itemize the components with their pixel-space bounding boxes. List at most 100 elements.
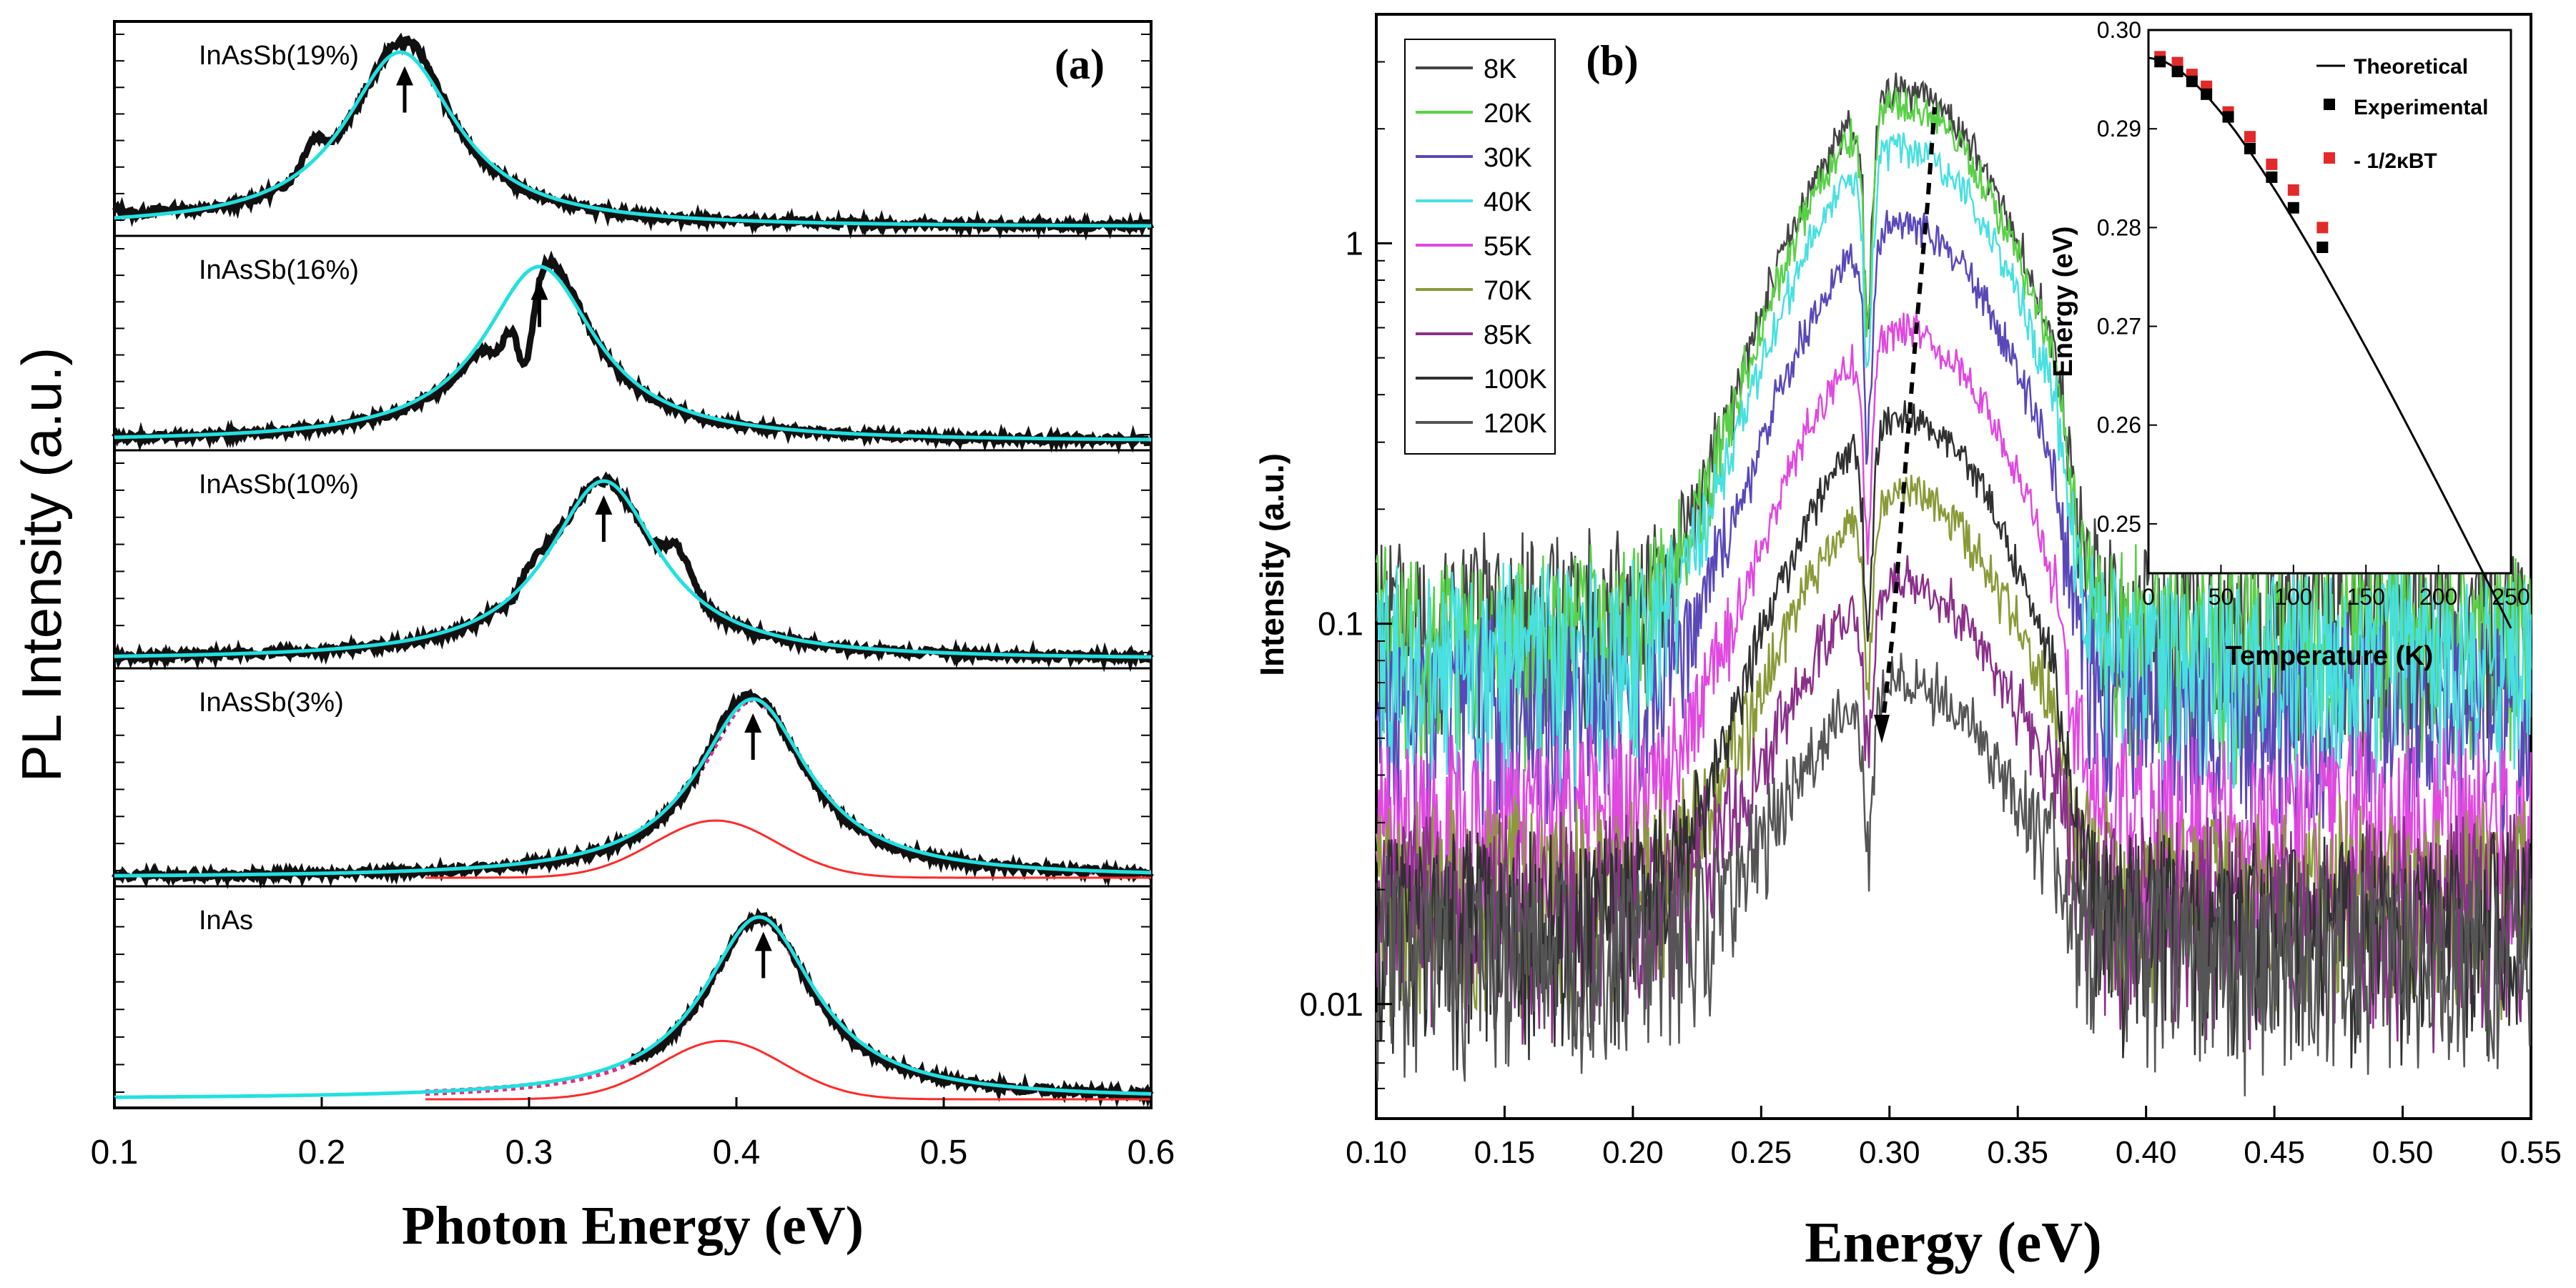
x-tick-label: 0.50: [2372, 1135, 2434, 1170]
peak-arrowhead: [396, 66, 413, 86]
inset-legend-label: - 1/2κBT: [2354, 149, 2437, 173]
peak-arrowhead: [595, 495, 613, 515]
experimental-point: [2201, 88, 2213, 100]
data-curve: [112, 250, 1153, 455]
experimental-point: [2171, 66, 2183, 78]
panel-b-label: (b): [1586, 37, 1638, 84]
legend-label-85K: 85K: [1484, 320, 1532, 350]
legend-label-100K: 100K: [1484, 365, 1547, 395]
experimental-point: [2222, 111, 2234, 123]
inset-y-tick-label: 0.30: [2097, 17, 2141, 43]
inset-legend-label: Theoretical: [2354, 55, 2468, 79]
inset-legend-label: Experimental: [2354, 96, 2488, 119]
experimental-point: [2154, 56, 2166, 68]
inset-x-tick-label: 100: [2274, 584, 2312, 610]
fit-curve: [114, 50, 1151, 228]
inset-x-tick-label: 250: [2492, 584, 2530, 610]
panel-a-frame: [113, 20, 1153, 1109]
inset-legend-swatch-experimental: [2324, 99, 2335, 110]
inset-x-tick-label: 50: [2209, 584, 2234, 610]
half-kbt-point: [2316, 222, 2329, 234]
x-tick-label: 0.25: [1731, 1135, 1792, 1170]
subplot-label: InAsSb(10%): [199, 470, 359, 500]
inset-x-tick-label: 200: [2419, 584, 2457, 610]
peak-arrowhead: [531, 280, 548, 300]
subplot-label: InAsSb(16%): [199, 255, 359, 285]
x-tick-label: 0.30: [1859, 1135, 1920, 1170]
x-tick-label: 0.2: [298, 1134, 346, 1171]
experimental-point: [2287, 202, 2299, 214]
inset-x-tick-label: 150: [2347, 584, 2385, 610]
subplot-2: InAsSb(16%): [112, 234, 1153, 455]
panel-b-frame: [1375, 13, 2532, 1120]
subplot-label: InAsSb(3%): [199, 688, 344, 718]
panel-a-ylabel: PL Intensity (a.u.): [10, 347, 73, 782]
legend-label-30K: 30K: [1484, 143, 1532, 173]
fit-curve: [114, 264, 1151, 442]
panel-a-label: (a): [1055, 41, 1105, 88]
inset-legend-swatch-half-kbt: [2324, 152, 2335, 164]
experimental-point: [2266, 171, 2278, 183]
inset-y-tick-label: 0.27: [2097, 314, 2141, 340]
gaussian-component-curve: [425, 1039, 1151, 1101]
panel-b-xlabel: Energy (eV): [1805, 1212, 2101, 1274]
peak-arrowhead: [744, 713, 762, 733]
experimental-point: [2186, 75, 2198, 87]
legend-label-40K: 40K: [1484, 187, 1532, 217]
inset-y-tick-label: 0.25: [2097, 511, 2141, 537]
legend-label-8K: 8K: [1484, 54, 1516, 84]
inset-y-tick-label: 0.28: [2097, 214, 2141, 240]
subplot-label: InAs: [199, 906, 253, 936]
subplot-5: InAs: [114, 885, 1154, 1109]
panel-a-xlabel: Photon Energy (eV): [402, 1196, 864, 1256]
subplot-1: InAsSb(19%): [112, 32, 1155, 241]
series-line-120K: [1375, 653, 2532, 1096]
x-tick-label: 0.6: [1127, 1134, 1175, 1171]
x-tick-label: 0.5: [920, 1134, 968, 1171]
subplot-4: InAsSb(3%): [112, 667, 1154, 890]
legend-label-120K: 120K: [1484, 409, 1547, 439]
x-tick-label: 0.35: [1987, 1135, 2048, 1170]
legend-label-55K: 55K: [1484, 232, 1532, 262]
fit-curve: [114, 697, 1151, 878]
x-tick-label: 0.3: [505, 1134, 553, 1171]
x-tick-label: 0.45: [2244, 1135, 2305, 1170]
gaussian-component-curve: [425, 819, 1151, 879]
peak-shift-arrow: [1880, 106, 1937, 733]
x-tick-label: 0.15: [1474, 1135, 1536, 1170]
x-tick-label: 0.4: [713, 1134, 761, 1171]
inset-ylabel: Energy (eV): [2048, 226, 2078, 377]
x-tick-label: 0.20: [1602, 1135, 1664, 1170]
panel-b: 0.01 0.1 1 0.10 0.15 0.20 0.25 0.30 0.35 0.40 0.4…: [1253, 13, 2562, 1274]
x-tick-label: 0.40: [2116, 1135, 2177, 1170]
peak-shift-arrowhead: [1874, 715, 1890, 743]
y-tick-label: 0.01: [1299, 986, 1363, 1023]
y-tick-label: 0.1: [1318, 605, 1363, 643]
inset-x-tick-label: 0: [2142, 584, 2155, 610]
half-kbt-point: [2244, 131, 2256, 143]
subplot-label: InAsSb(19%): [199, 41, 359, 71]
peak-arrowhead: [754, 931, 772, 951]
inset-y-tick-label: 0.29: [2097, 116, 2141, 142]
subplot-3: InAsSb(10%): [112, 449, 1154, 673]
half-kbt-point: [2266, 158, 2278, 170]
data-curve: [629, 907, 1154, 1109]
panel-b-ylabel: Intensity (a.u.): [1253, 453, 1291, 676]
inset-frame: [2147, 29, 2512, 575]
fit-curve: [114, 479, 1152, 659]
series-line-40K: [1376, 132, 2532, 806]
half-kbt-point: [2171, 56, 2183, 69]
half-kbt-point: [2287, 184, 2299, 196]
x-tick-label: 0.10: [1346, 1135, 1407, 1170]
x-tick-label: 0.1: [91, 1134, 139, 1171]
x-tick-label: 0.55: [2500, 1135, 2562, 1170]
inset-chart: 0 50 100 150 200 2500.250.260.270.280.290.30 …: [2048, 17, 2530, 671]
legend-label-20K: 20K: [1484, 99, 1532, 129]
inset-xlabel: Temperature (K): [2226, 641, 2434, 671]
panel-a: InAsSb(19%) InAsSb(16%) InAsSb(10%) InAsSb(…: [10, 20, 1175, 1256]
inset-y-tick-label: 0.26: [2097, 412, 2141, 438]
data-curve: [112, 688, 1154, 890]
fit-curve: [114, 915, 1152, 1099]
legend-label-70K: 70K: [1484, 276, 1532, 306]
